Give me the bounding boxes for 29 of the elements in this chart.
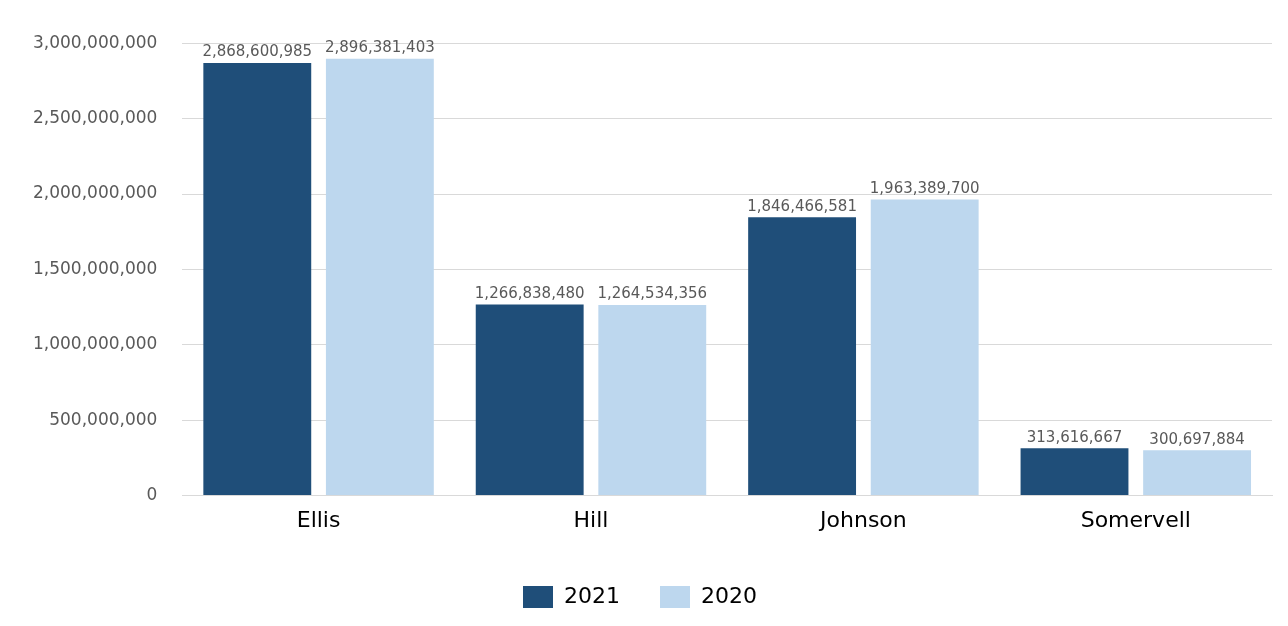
bar bbox=[203, 63, 312, 496]
y-tick-label: 500,000,000 bbox=[49, 408, 158, 429]
legend-label: 2021 bbox=[564, 582, 621, 608]
bar bbox=[748, 217, 857, 496]
bar bbox=[475, 304, 584, 496]
data-label: 313,616,667 bbox=[1026, 427, 1123, 446]
x-tick-label: Johnson bbox=[818, 506, 907, 532]
y-tick-label: 1,000,000,000 bbox=[33, 333, 158, 354]
x-tick-label: Ellis bbox=[296, 506, 341, 532]
data-label: 1,266,838,480 bbox=[474, 283, 585, 302]
data-label: 2,896,381,403 bbox=[324, 38, 435, 57]
bar bbox=[598, 304, 707, 496]
bar bbox=[1143, 450, 1252, 496]
data-label: 1,264,534,356 bbox=[597, 284, 708, 303]
data-label: 1,963,389,700 bbox=[869, 178, 980, 197]
data-label: 2,868,600,985 bbox=[202, 42, 313, 61]
y-tick-label: 1,500,000,000 bbox=[33, 257, 158, 278]
y-tick-label: 0 bbox=[146, 484, 158, 505]
y-tick-label: 3,000,000,000 bbox=[33, 31, 158, 52]
bar bbox=[870, 199, 979, 496]
bar bbox=[1020, 448, 1129, 496]
x-tick-label: Hill bbox=[573, 506, 609, 532]
data-label: 1,846,466,581 bbox=[747, 196, 857, 215]
bar bbox=[325, 58, 434, 496]
data-label: 300,697,884 bbox=[1149, 429, 1245, 448]
x-tick-label: Somervell bbox=[1080, 506, 1191, 532]
legend-label: 2020 bbox=[701, 582, 757, 608]
y-tick-label: 2,500,000,000 bbox=[33, 107, 158, 128]
y-tick-label: 2,000,000,000 bbox=[33, 182, 158, 203]
